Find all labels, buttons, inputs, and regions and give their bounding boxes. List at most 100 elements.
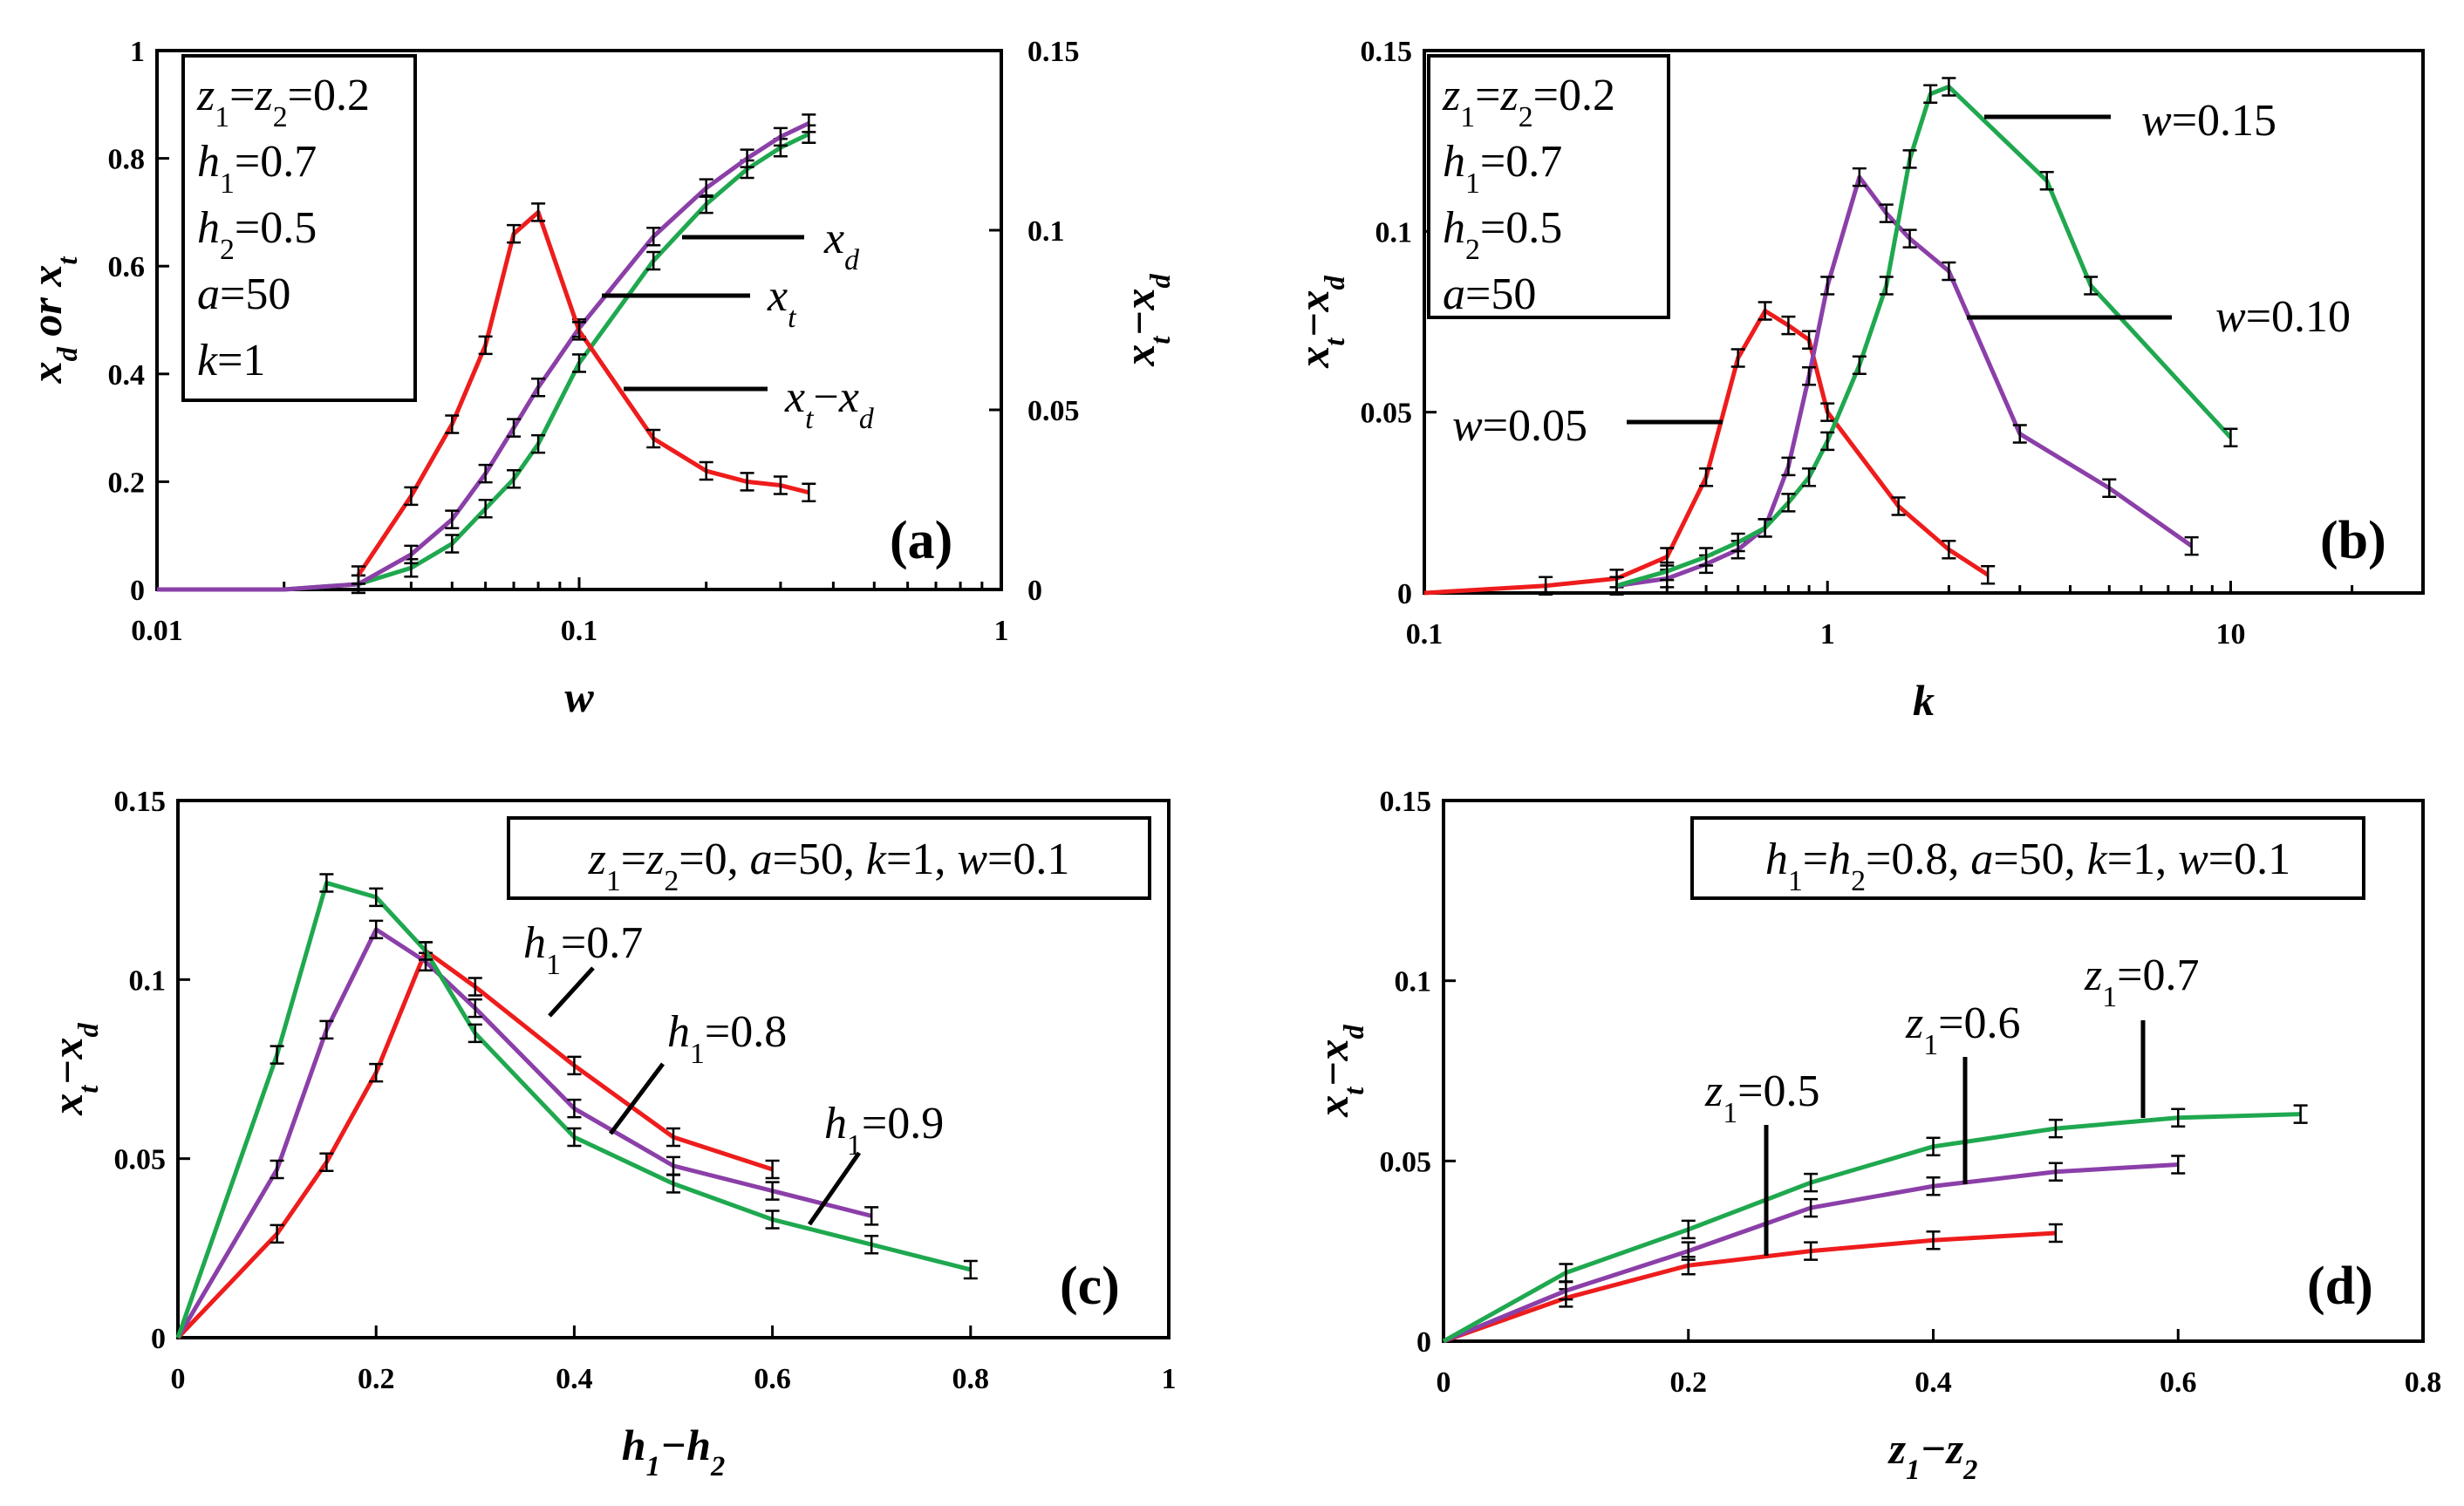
error-bar xyxy=(468,977,482,997)
text-span: h xyxy=(1443,137,1465,187)
text-span: t xyxy=(1145,336,1177,344)
y2-tick-label: 0.1 xyxy=(1027,215,1065,248)
error-bar xyxy=(1981,565,1996,585)
text-span: x xyxy=(1289,290,1338,312)
parameter-line: z1=z2=0.2 xyxy=(196,71,370,133)
error-bar xyxy=(319,1019,334,1040)
y-tick-label: 0.05 xyxy=(114,1144,167,1176)
text-span: x xyxy=(1115,288,1164,310)
text-span: x xyxy=(838,372,859,422)
error-bar xyxy=(765,1181,780,1201)
text-span: =50 xyxy=(220,269,290,319)
text-span: =1 xyxy=(217,336,265,385)
text-span: 1 xyxy=(606,865,621,897)
error-bar xyxy=(864,1234,879,1255)
text-span: x xyxy=(43,1037,92,1060)
error-bar xyxy=(646,250,661,271)
x-tick-label: 0.4 xyxy=(1915,1366,1952,1399)
chart-panel-d: 00.050.10.150 0.2 0.4 0.6 0.8z1−z2xt−xdh1=h2… xyxy=(1308,786,2441,1486)
error-bar xyxy=(1681,1241,1696,1261)
parameter-box xyxy=(1690,816,2365,900)
text-span: h xyxy=(667,1007,690,1057)
text-span: =50 xyxy=(1465,269,1536,319)
text-span: − xyxy=(1920,1424,1946,1473)
error-bar xyxy=(468,998,482,1019)
y2-tick-label: 0.15 xyxy=(1027,36,1080,68)
parameter-line: h1=h2=0.8, a=50, k=1, w=0.1 xyxy=(1765,835,2290,897)
parameter-box xyxy=(1427,54,1670,319)
error-bar xyxy=(369,887,384,908)
text-span: x xyxy=(823,214,844,263)
series-line-w=0.15 xyxy=(1615,84,2233,589)
error-bar xyxy=(646,428,661,449)
text-span: =0.5 xyxy=(1737,1066,1819,1116)
annotation-label-h1=0.7: h1=0.7 xyxy=(523,918,643,981)
error-bar xyxy=(1781,456,1796,477)
annotation-label-z1=0.7: z1=0.7 xyxy=(2084,951,2199,1013)
text-span: w xyxy=(2215,292,2246,342)
text-span: 2 xyxy=(664,865,679,897)
x-tick-label: 1 xyxy=(994,615,1009,647)
annotation-label-z1=0.6: z1=0.6 xyxy=(1905,998,2020,1061)
text-span: = xyxy=(1475,71,1500,120)
x-axis-label: k xyxy=(1913,676,1935,725)
text-span: 1 xyxy=(220,167,235,200)
text-span: − xyxy=(1289,311,1338,337)
error-bar xyxy=(1699,467,1714,487)
x-tick-label: 10 xyxy=(2215,618,2245,651)
text-span: k xyxy=(1913,676,1935,725)
parameter-box xyxy=(507,816,1151,900)
plot-frame xyxy=(1423,49,2425,595)
parameter-line: h1=0.7 xyxy=(1443,137,1562,200)
error-bar xyxy=(802,482,816,503)
text-span: k xyxy=(197,336,218,385)
error-bar xyxy=(2084,276,2099,296)
text-span: h xyxy=(197,203,220,253)
error-bar xyxy=(1942,261,1956,282)
text-span: x xyxy=(43,1094,92,1116)
text-span: =0.10 xyxy=(2246,292,2351,342)
error-bar xyxy=(2048,1162,2063,1182)
error-bar xyxy=(1820,402,1835,422)
annotation-label-xt: xt xyxy=(767,271,797,334)
annotation-label-h1=0.8: h1=0.8 xyxy=(667,1007,787,1070)
error-bar xyxy=(404,544,419,565)
text-span: =1, xyxy=(2107,835,2178,884)
error-bar xyxy=(1758,518,1772,538)
text-span: =0.5 xyxy=(235,203,317,253)
text-span: t xyxy=(73,1085,105,1094)
error-bar xyxy=(478,335,493,356)
plot-frame xyxy=(176,799,1171,1339)
parameter-line: z1=z2=0, a=50, k=1, w=0.1 xyxy=(588,835,1070,897)
text-span: − xyxy=(1115,310,1164,336)
series-line-z1=0.7 xyxy=(1442,1112,2301,1344)
error-bar xyxy=(773,475,788,495)
text-span: t xyxy=(1339,1087,1370,1095)
error-bar xyxy=(567,1055,582,1076)
error-bar xyxy=(740,472,754,492)
text-span: z xyxy=(254,71,272,120)
text-span: z xyxy=(1442,71,1460,120)
error-bar xyxy=(1926,1230,1941,1250)
error-bar xyxy=(740,148,754,168)
text-span: − xyxy=(660,1421,686,1469)
text-span: r xyxy=(22,297,71,315)
error-bar xyxy=(1926,1136,1941,1157)
text-span: z xyxy=(588,835,606,884)
y-axis-label: xt−xd xyxy=(1289,275,1351,368)
error-bar xyxy=(802,113,816,133)
x-tick-label: 0.2 xyxy=(358,1363,395,1395)
annotation-label-w=0.15: w=0.15 xyxy=(2141,96,2276,146)
text-span: w xyxy=(2141,96,2172,146)
series-line-xt−xd xyxy=(356,209,809,576)
error-bar xyxy=(369,1062,384,1083)
error-bar xyxy=(1942,77,1956,97)
text-span: h xyxy=(824,1099,847,1148)
y-tick-label: 0.15 xyxy=(1361,36,1413,68)
error-bar xyxy=(1730,348,1745,368)
text-span: x xyxy=(22,361,71,384)
text-span: z xyxy=(645,835,664,884)
x-tick-label: 1 xyxy=(1820,618,1835,651)
series-line-z1=0.5 xyxy=(1443,1230,2057,1344)
x-axis-label: h1−h2 xyxy=(622,1421,725,1482)
